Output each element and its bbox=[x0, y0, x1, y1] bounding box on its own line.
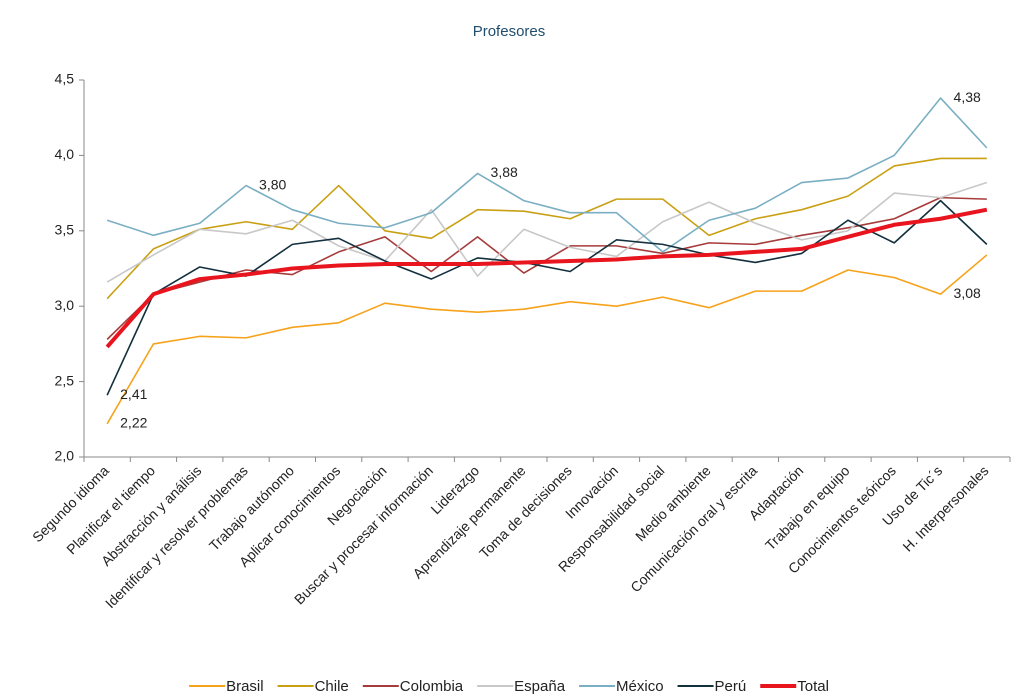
x-tick-label: Segundo idioma bbox=[29, 462, 112, 545]
data-label: 4,38 bbox=[954, 89, 981, 105]
legend-label: México bbox=[616, 678, 664, 695]
legend-label: Brasil bbox=[226, 678, 264, 695]
series-line bbox=[106, 181, 988, 283]
series-line bbox=[106, 196, 987, 340]
y-tick-label: 3,0 bbox=[55, 297, 75, 313]
legend-label: España bbox=[514, 678, 566, 695]
data-label: 3,80 bbox=[259, 176, 286, 192]
x-tick-label: H. Interpersonales bbox=[899, 462, 991, 554]
series-line bbox=[106, 254, 988, 425]
series-line bbox=[106, 97, 988, 253]
data-label: 3,88 bbox=[491, 164, 518, 180]
y-tick-label: 2,0 bbox=[55, 448, 75, 464]
series-line bbox=[106, 199, 988, 396]
data-label: 3,08 bbox=[954, 285, 981, 301]
x-tick-label: Toma de decisiones bbox=[476, 462, 575, 561]
legend-label: Total bbox=[797, 678, 829, 695]
chart-title: Profesores bbox=[473, 23, 546, 40]
y-tick-label: 4,0 bbox=[55, 146, 75, 162]
legend-label: Colombia bbox=[400, 678, 464, 695]
series-line bbox=[106, 157, 987, 300]
data-label: 2,41 bbox=[120, 386, 147, 402]
x-tick-label: Planificar el tiempo bbox=[63, 462, 158, 557]
x-tick-label: Trabajo en equipo bbox=[762, 462, 853, 553]
legend: Brasil Chile Colombia España México Perú Total bbox=[189, 678, 829, 695]
legend-label: Perú bbox=[715, 678, 747, 695]
data-label: 2,22 bbox=[120, 415, 147, 431]
y-tick-label: 3,5 bbox=[55, 222, 75, 238]
y-tick-label: 4,5 bbox=[55, 71, 75, 87]
y-tick-label: 2,5 bbox=[55, 372, 75, 388]
series-line bbox=[105, 207, 988, 349]
x-tick-label: Trabajo autónomo bbox=[206, 462, 297, 553]
legend-label: Chile bbox=[315, 678, 349, 695]
